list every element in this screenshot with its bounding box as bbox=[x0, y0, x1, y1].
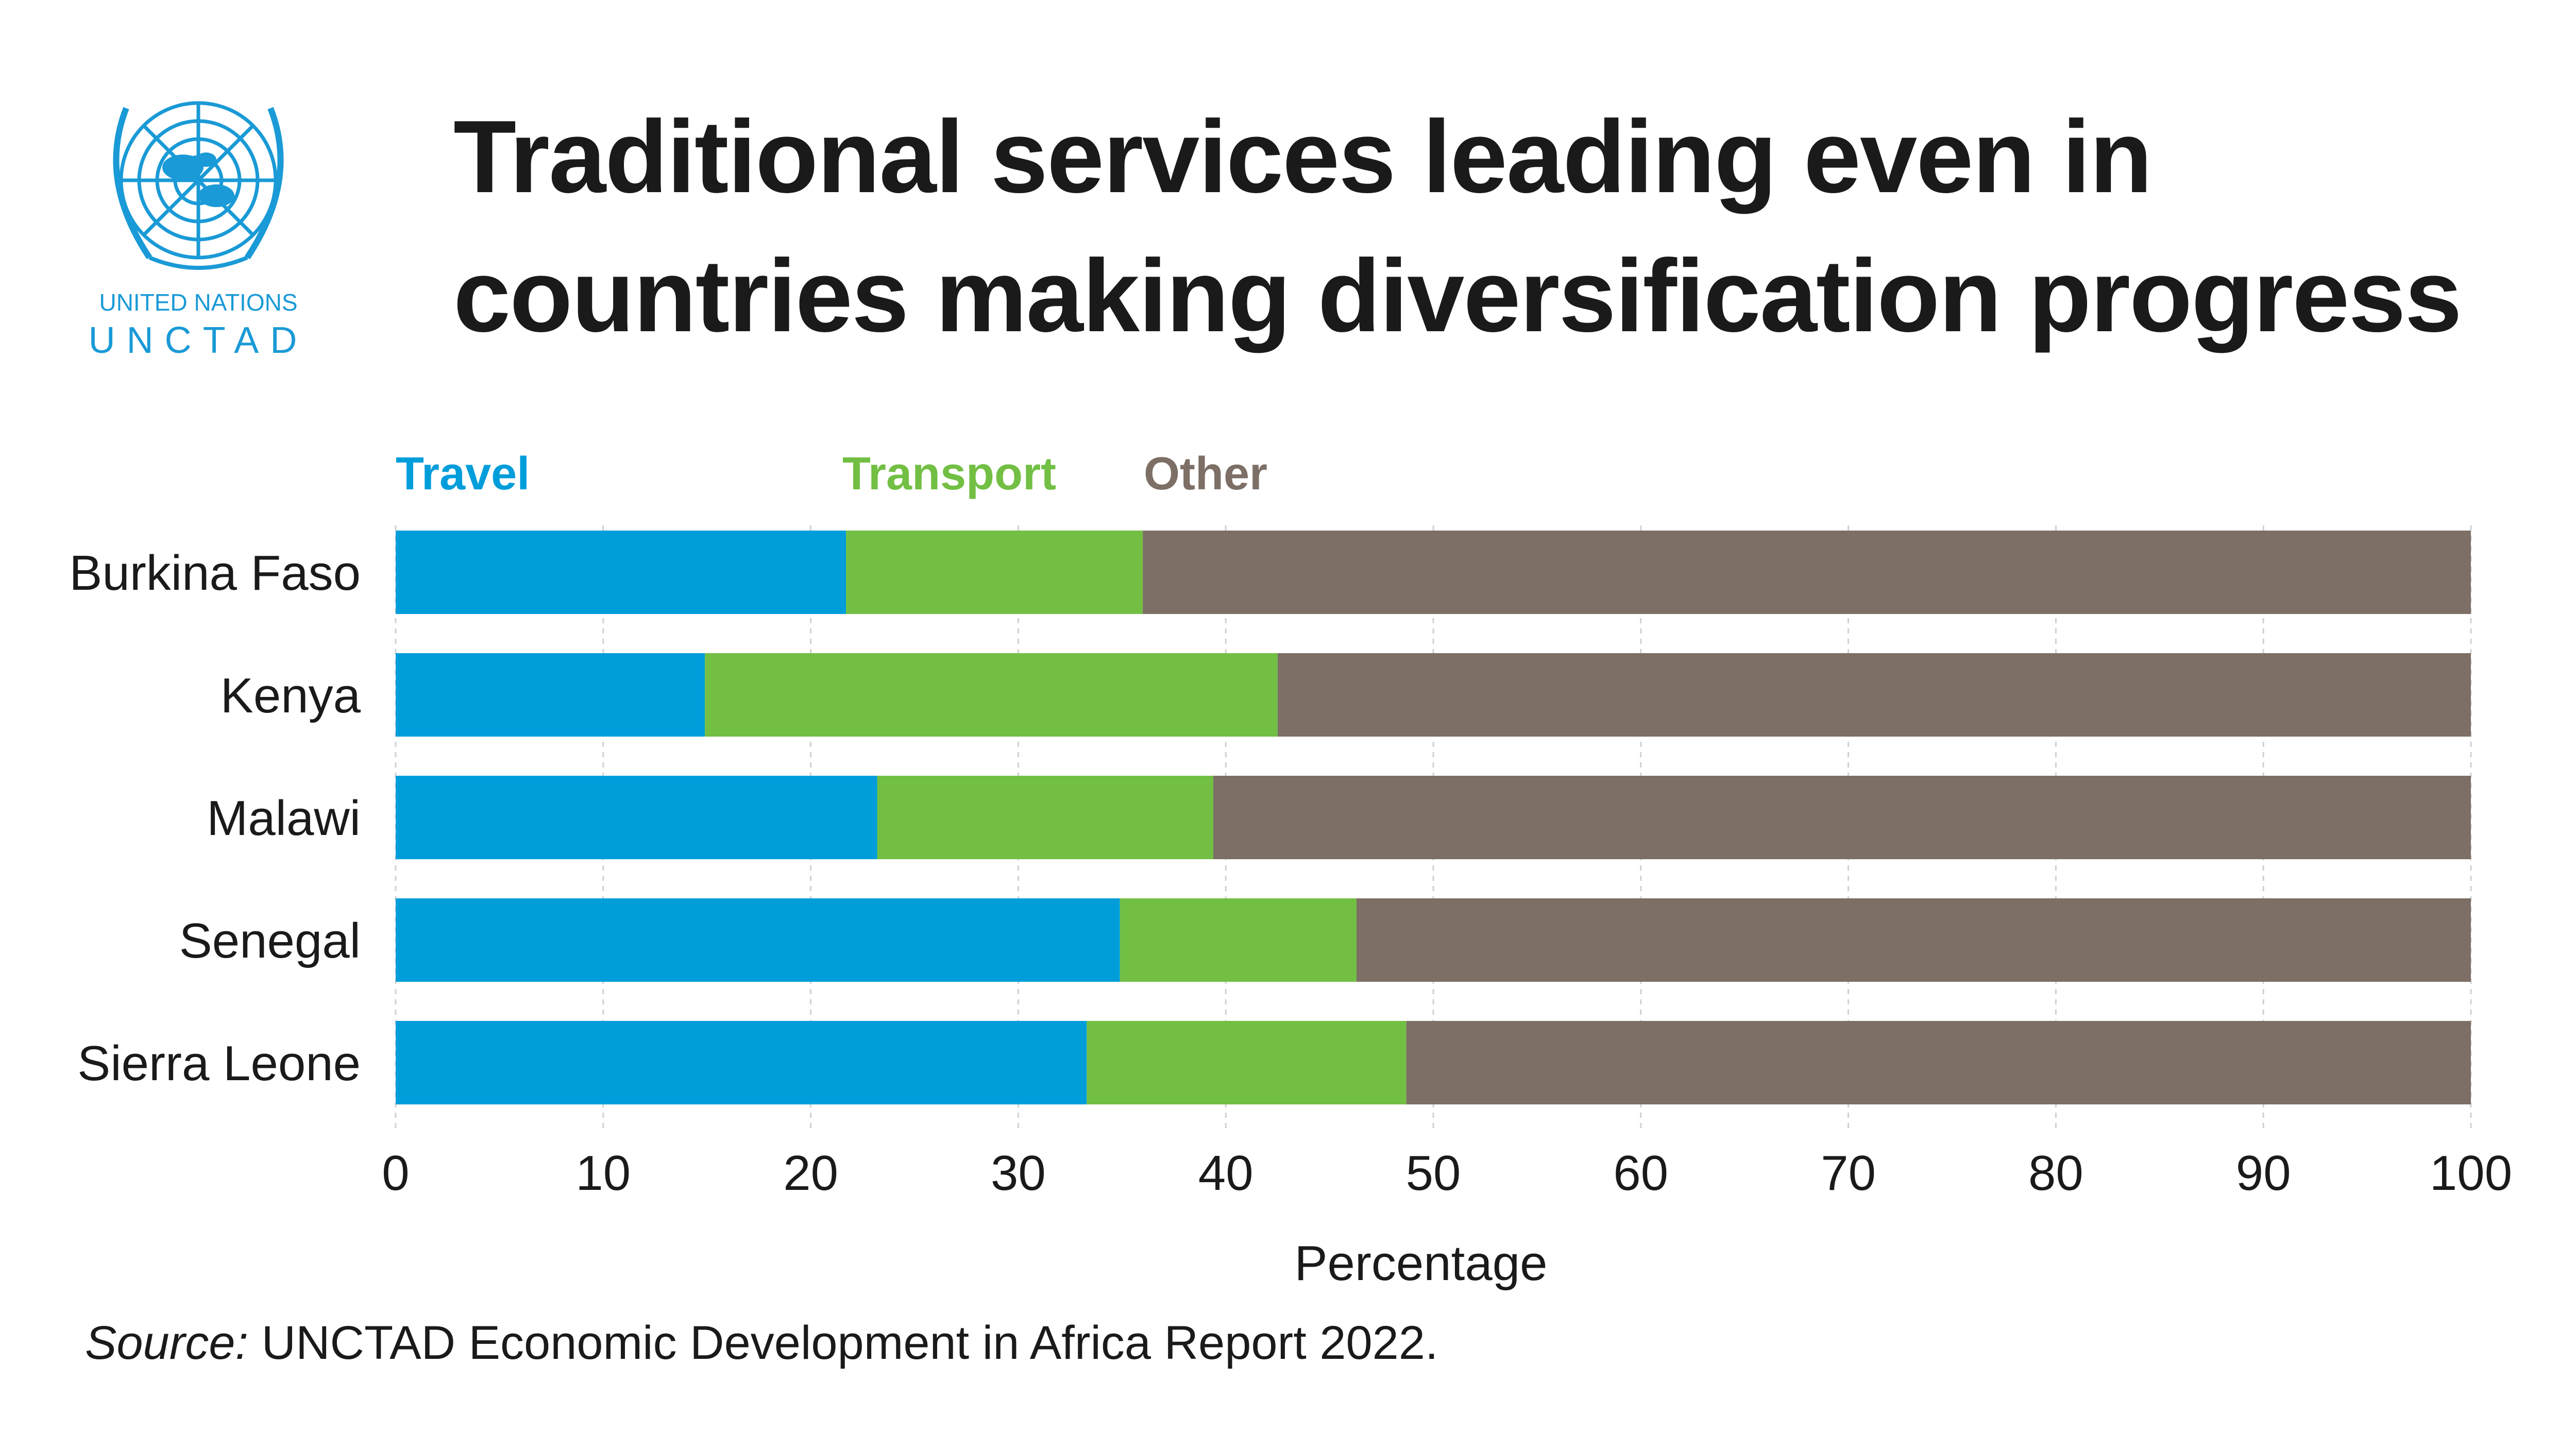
category-label: Senegal bbox=[179, 913, 361, 968]
bar-other-senegal bbox=[1356, 898, 2471, 982]
x-tick-label: 60 bbox=[1613, 1146, 1668, 1201]
bar-transport-burkina-faso bbox=[846, 531, 1143, 614]
category-label: Sierra Leone bbox=[77, 1036, 361, 1091]
x-tick-label: 90 bbox=[2236, 1146, 2291, 1201]
x-tick-label: 50 bbox=[1406, 1146, 1461, 1201]
x-tick-label: 30 bbox=[991, 1146, 1046, 1201]
bar-other-malawi bbox=[1213, 776, 2471, 859]
legend-other: Other bbox=[1144, 448, 1267, 500]
source-note: Source: UNCTAD Economic Development in A… bbox=[85, 1316, 1438, 1370]
bar-transport-kenya bbox=[705, 653, 1278, 737]
bar-other-kenya bbox=[1277, 653, 2471, 737]
x-tick-label: 10 bbox=[575, 1146, 631, 1201]
bar-transport-malawi bbox=[877, 776, 1214, 859]
bar-transport-senegal bbox=[1120, 898, 1357, 982]
un-emblem-icon bbox=[77, 72, 319, 371]
bar-transport-sierra-leone bbox=[1087, 1021, 1406, 1104]
bar-travel-kenya bbox=[396, 653, 705, 737]
bar-other-sierra-leone bbox=[1406, 1021, 2471, 1104]
category-label: Kenya bbox=[221, 668, 361, 723]
logo-org: UNCTAD bbox=[88, 320, 309, 361]
category-label: Malawi bbox=[207, 791, 361, 846]
source-label: Source: bbox=[85, 1317, 249, 1369]
title-line-1: Traditional services leading even in bbox=[453, 99, 2153, 214]
x-axis-label: Percentage bbox=[1294, 1236, 1547, 1291]
bar-travel-burkina-faso bbox=[396, 531, 846, 614]
x-tick-label: 100 bbox=[2430, 1146, 2512, 1201]
x-tick-label: 70 bbox=[1821, 1146, 1876, 1201]
bar-travel-senegal bbox=[396, 898, 1120, 982]
x-tick-label: 40 bbox=[1198, 1146, 1253, 1201]
bar-travel-sierra-leone bbox=[396, 1021, 1087, 1104]
bar-travel-malawi bbox=[396, 776, 877, 859]
stacked-bar-chart: Travel Transport Other Burkina Faso Kenya Ma… bbox=[69, 448, 2512, 1291]
chart-title: Traditional services leading even in cou… bbox=[453, 88, 2514, 366]
bar-other-burkina-faso bbox=[1143, 531, 2471, 614]
legend-travel: Travel bbox=[396, 448, 530, 500]
x-tick-label: 20 bbox=[783, 1146, 838, 1201]
title-line-2: countries making diversification progres… bbox=[453, 238, 2462, 353]
source-text: UNCTAD Economic Development in Africa Re… bbox=[248, 1317, 1438, 1369]
x-tick-label: 80 bbox=[2028, 1146, 2083, 1201]
logo-name: UNITED NATIONS bbox=[99, 289, 298, 316]
legend-transport: Transport bbox=[842, 448, 1056, 500]
x-tick-label: 0 bbox=[382, 1146, 409, 1201]
category-label: Burkina Faso bbox=[69, 545, 361, 601]
